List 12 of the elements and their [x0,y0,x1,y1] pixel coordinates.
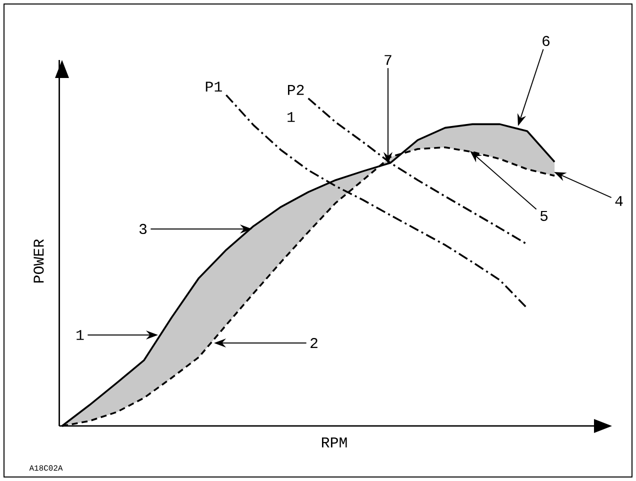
text: 4 [615,196,623,206]
annotation: 3 [139,224,147,234]
y-axis-title: POWER [34,239,44,283]
text: 7 [384,55,392,65]
text: 6 [542,36,550,46]
annotation: 1 [288,112,295,122]
annotation: 1 [76,330,84,340]
x-axis-title: RPM [322,438,347,448]
annotation: 5 [540,210,548,221]
series-label: P2 [288,84,304,95]
annotation: 2 [310,338,318,348]
series-label: P1 [206,82,222,92]
